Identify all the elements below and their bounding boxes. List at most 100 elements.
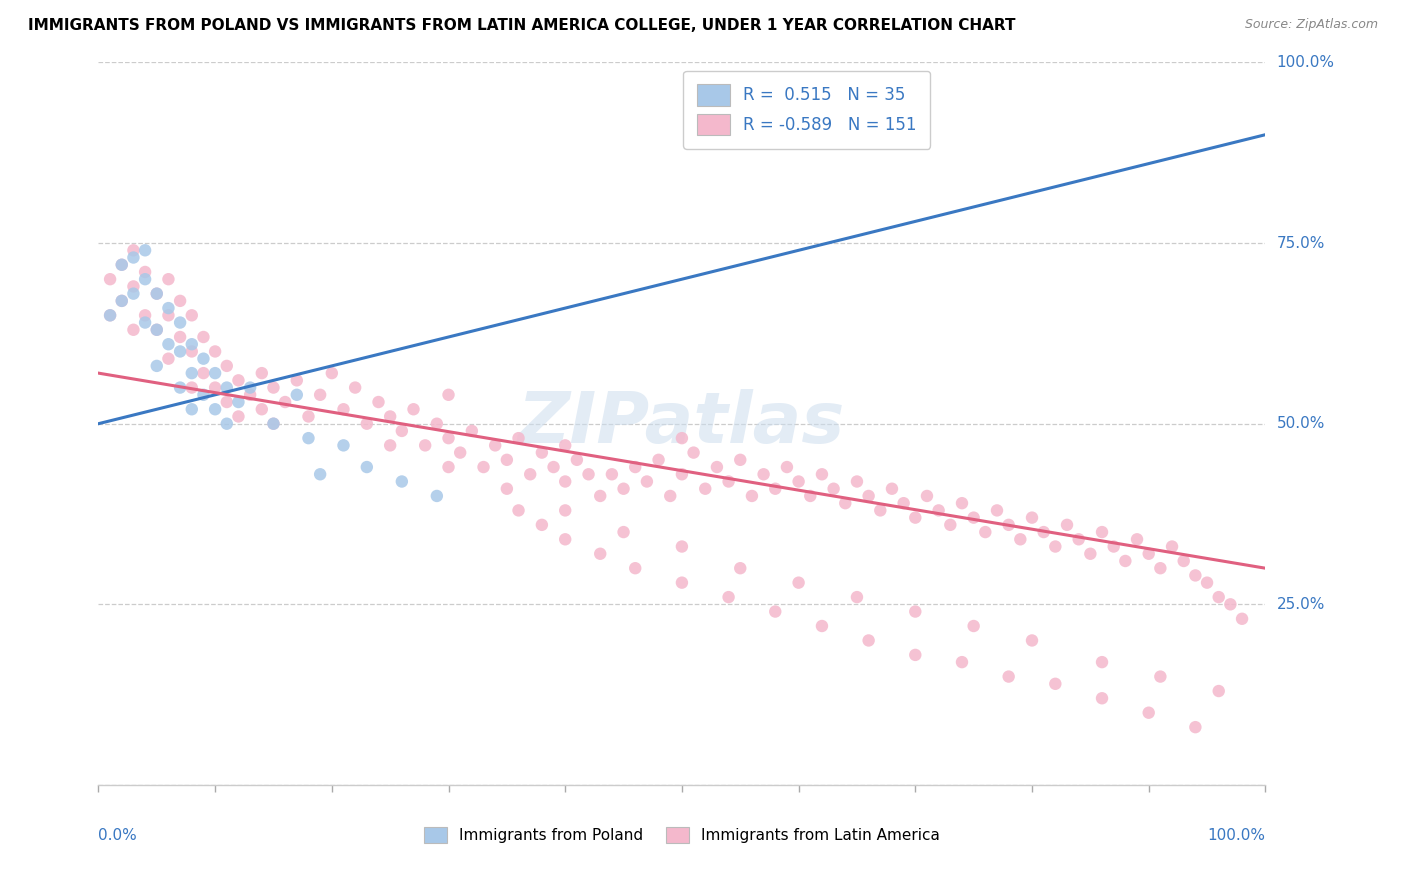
Point [262,417,284,431]
Point [285,373,308,387]
Point [228,373,250,387]
Point [904,510,927,524]
Point [332,402,354,417]
Point [763,482,786,496]
Point [391,424,413,438]
Point [682,445,704,459]
Text: 100.0%: 100.0% [1277,55,1334,70]
Text: ZIPatlas: ZIPatlas [519,389,845,458]
Point [1173,554,1195,568]
Point [752,467,775,482]
Point [1080,547,1102,561]
Point [530,517,553,532]
Legend: Immigrants from Poland, Immigrants from Latin America: Immigrants from Poland, Immigrants from … [418,822,946,849]
Point [204,344,226,359]
Point [1045,540,1067,554]
Point [157,337,180,351]
Point [496,482,519,496]
Text: IMMIGRANTS FROM POLAND VS IMMIGRANTS FROM LATIN AMERICA COLLEGE, UNDER 1 YEAR CO: IMMIGRANTS FROM POLAND VS IMMIGRANTS FRO… [28,18,1015,33]
Point [1091,524,1114,539]
Point [180,337,202,351]
Point [1102,540,1125,554]
Point [880,482,903,496]
Point [717,475,740,489]
Point [472,460,495,475]
Point [904,648,927,662]
Point [380,409,402,424]
Point [111,293,134,308]
Point [1184,568,1206,582]
Point [437,431,460,445]
Point [986,503,1008,517]
Point [309,467,332,482]
Point [554,533,576,547]
Point [321,366,343,380]
Point [589,547,612,561]
Point [297,431,319,445]
Point [391,475,413,489]
Point [193,330,215,344]
Point [344,380,367,394]
Point [1091,655,1114,669]
Point [613,524,636,539]
Point [1137,547,1160,561]
Point [962,510,984,524]
Point [134,265,156,279]
Point [1114,554,1136,568]
Point [939,517,962,532]
Point [1149,669,1171,683]
Point [1219,598,1241,612]
Point [1208,684,1230,698]
Point [671,540,693,554]
Point [717,590,740,604]
Point [380,438,402,452]
Point [122,286,145,301]
Point [134,244,156,258]
Point [834,496,856,510]
Point [98,308,121,322]
Point [508,431,530,445]
Point [787,575,810,590]
Point [671,467,693,482]
Point [204,380,226,394]
Point [858,633,880,648]
Point [134,308,156,322]
Point [204,366,226,380]
Point [180,380,202,394]
Point [893,496,915,510]
Point [367,395,389,409]
Point [111,258,134,272]
Point [578,467,600,482]
Point [1021,510,1043,524]
Point [1021,633,1043,648]
Point [950,496,973,510]
Text: 25.0%: 25.0% [1277,597,1324,612]
Point [1184,720,1206,734]
Point [134,316,156,330]
Point [624,561,647,575]
Text: Source: ZipAtlas.com: Source: ZipAtlas.com [1244,18,1378,31]
Point [180,308,202,322]
Point [309,388,332,402]
Point [1149,561,1171,575]
Point [180,402,202,417]
Point [589,489,612,503]
Point [636,475,658,489]
Point [787,475,810,489]
Point [146,323,169,337]
Point [928,503,950,517]
Point [204,402,226,417]
Point [111,293,134,308]
Point [215,395,238,409]
Text: 50.0%: 50.0% [1277,417,1324,431]
Point [1056,517,1078,532]
Point [146,359,169,373]
Point [695,482,717,496]
Point [823,482,845,496]
Point [169,344,191,359]
Point [565,452,588,467]
Point [122,279,145,293]
Point [146,286,169,301]
Point [250,402,273,417]
Point [554,438,576,452]
